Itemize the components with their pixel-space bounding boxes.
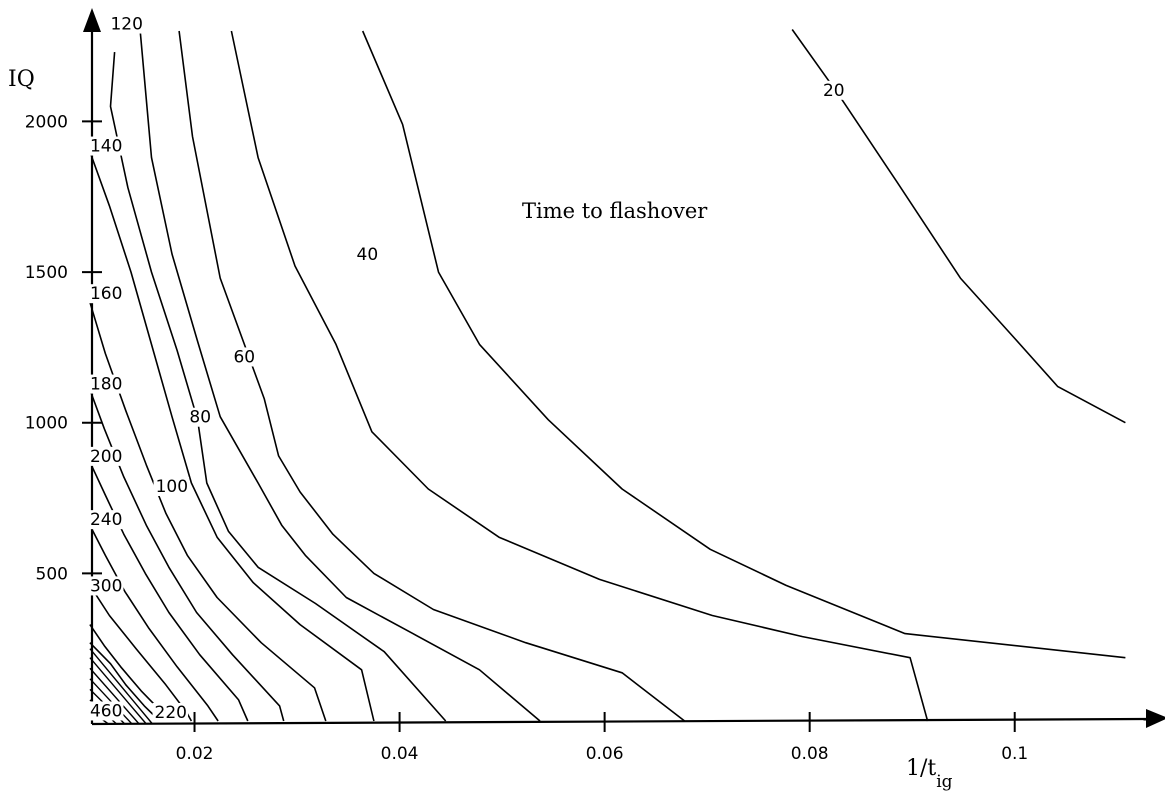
contour-label-240: 240 (90, 510, 122, 530)
y-axis-title: IQ (8, 67, 35, 92)
x-tick-label: 0.04 (381, 744, 419, 764)
contour-label-160: 160 (90, 284, 122, 304)
x-axis-title: 1/tig (906, 756, 953, 792)
contour-label-180: 180 (90, 375, 122, 395)
contour-label-220: 220 (155, 703, 187, 723)
chart-annotation: Time to flashover (522, 199, 708, 223)
contour-label-background (87, 701, 124, 721)
x-axis-title-main: 1/t (906, 756, 936, 781)
contour-label-background (820, 80, 846, 100)
contour-line-100 (139, 30, 541, 722)
x-axis-arrowhead (1146, 709, 1165, 728)
x-axis-title-subscript: ig (936, 772, 952, 792)
contour-label-120: 120 (110, 15, 142, 35)
x-tick-label: 0.08 (791, 744, 829, 764)
contour-label-60: 60 (233, 347, 255, 367)
hatch-line (89, 657, 147, 725)
x-tick-label: 0.02 (176, 744, 214, 764)
contour-line-120 (109, 52, 447, 722)
contour-label-background (187, 407, 213, 427)
contour-label-background (87, 446, 124, 466)
contour-level-labels: 120 140 160 180 200 240 300 460 220 100 80 60 40 20 (87, 14, 846, 723)
y-axis-arrowhead (83, 8, 101, 32)
y-tick-label: 500 (36, 564, 68, 584)
x-tick-label: 0.06 (586, 744, 624, 764)
contour-label-140: 140 (90, 137, 122, 157)
contour-label-40: 40 (357, 245, 379, 265)
contour-label-460: 460 (90, 701, 122, 721)
contour-line-40 (361, 30, 1126, 659)
contour-label-20: 20 (823, 81, 845, 101)
contour-label-background (231, 347, 257, 367)
contour-line-240 (89, 524, 219, 722)
contour-line-60 (230, 30, 929, 722)
contour-label-background (354, 245, 380, 265)
contour-line-80 (178, 30, 686, 722)
contour-label-background (153, 477, 190, 497)
contour-label-background (87, 510, 124, 530)
y-tick-label: 1000 (25, 414, 68, 434)
hatch-line (89, 648, 154, 725)
contour-line-160 (89, 301, 327, 722)
contour-label-background (87, 136, 124, 156)
contour-label-80: 80 (189, 408, 211, 428)
contour-label-background (87, 374, 124, 394)
x-tick-label: 0.1 (1001, 744, 1028, 764)
y-tick-label: 2000 (25, 112, 68, 132)
contour-label-background (87, 576, 124, 596)
contour-line-220 (89, 642, 161, 722)
contour-lines (89, 29, 1126, 722)
y-tick-label: 1500 (25, 263, 68, 283)
hatch-line (89, 667, 140, 725)
contour-label-background (108, 14, 144, 34)
contour-label-100: 100 (156, 477, 188, 497)
contour-line-140 (89, 151, 375, 722)
contour-line-200 (89, 461, 249, 722)
contour-label-background (152, 702, 189, 722)
contour-label-300: 300 (90, 576, 122, 596)
contour-label-background (87, 284, 124, 304)
hatch-line (89, 678, 133, 725)
contour-line-180 (89, 389, 285, 722)
x-axis-line (91, 717, 1149, 726)
axis-ticks: 0.02 0.04 0.06 0.08 0.1 500 1000 1500 2000 (25, 112, 1029, 764)
contour-label-200: 200 (90, 447, 122, 467)
